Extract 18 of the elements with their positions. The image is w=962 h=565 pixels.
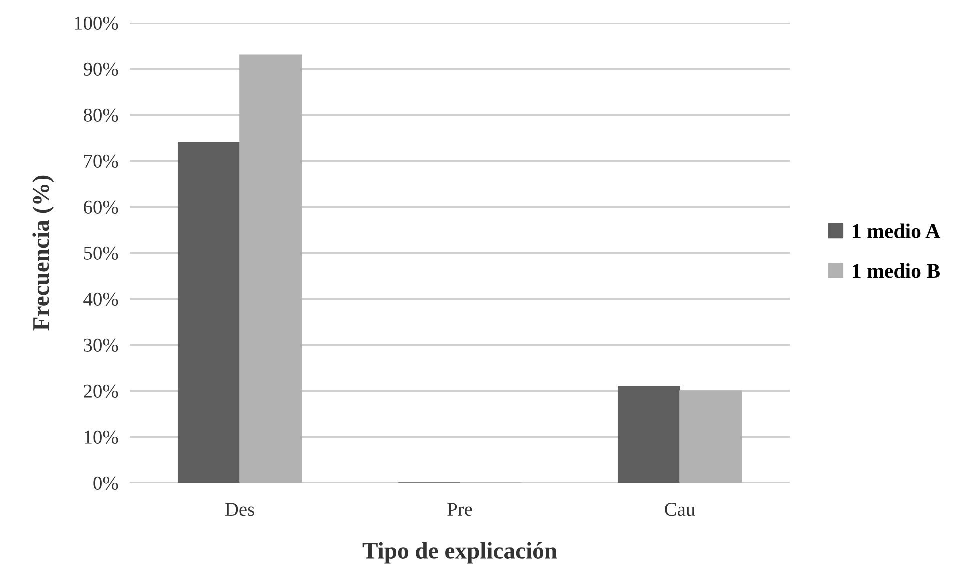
x-tick-label: Cau (665, 503, 696, 516)
y-tick-label: 30% (84, 338, 118, 352)
y-tick-label: 80% (84, 108, 118, 122)
y-tick-label: 50% (84, 246, 118, 260)
x-tick-label: Des (225, 503, 254, 516)
y-axis-title: Frecuencia (%) (32, 176, 54, 331)
x-axis-title: Tipo de explicación (362, 542, 558, 564)
y-tick-label: 10% (84, 430, 118, 444)
y-tick-label: 90% (84, 62, 118, 76)
y-tick-label: 0% (94, 476, 118, 490)
y-tick-label: 100% (75, 16, 118, 30)
x-tick-label: Pre (448, 503, 472, 516)
legend-label: 1 medio B (853, 264, 940, 278)
y-tick-label: 70% (84, 154, 118, 168)
legend-label: 1 medio A (853, 224, 940, 238)
y-tick-label: 40% (84, 292, 118, 306)
y-tick-label: 60% (84, 200, 118, 214)
y-tick-label: 20% (84, 384, 118, 398)
